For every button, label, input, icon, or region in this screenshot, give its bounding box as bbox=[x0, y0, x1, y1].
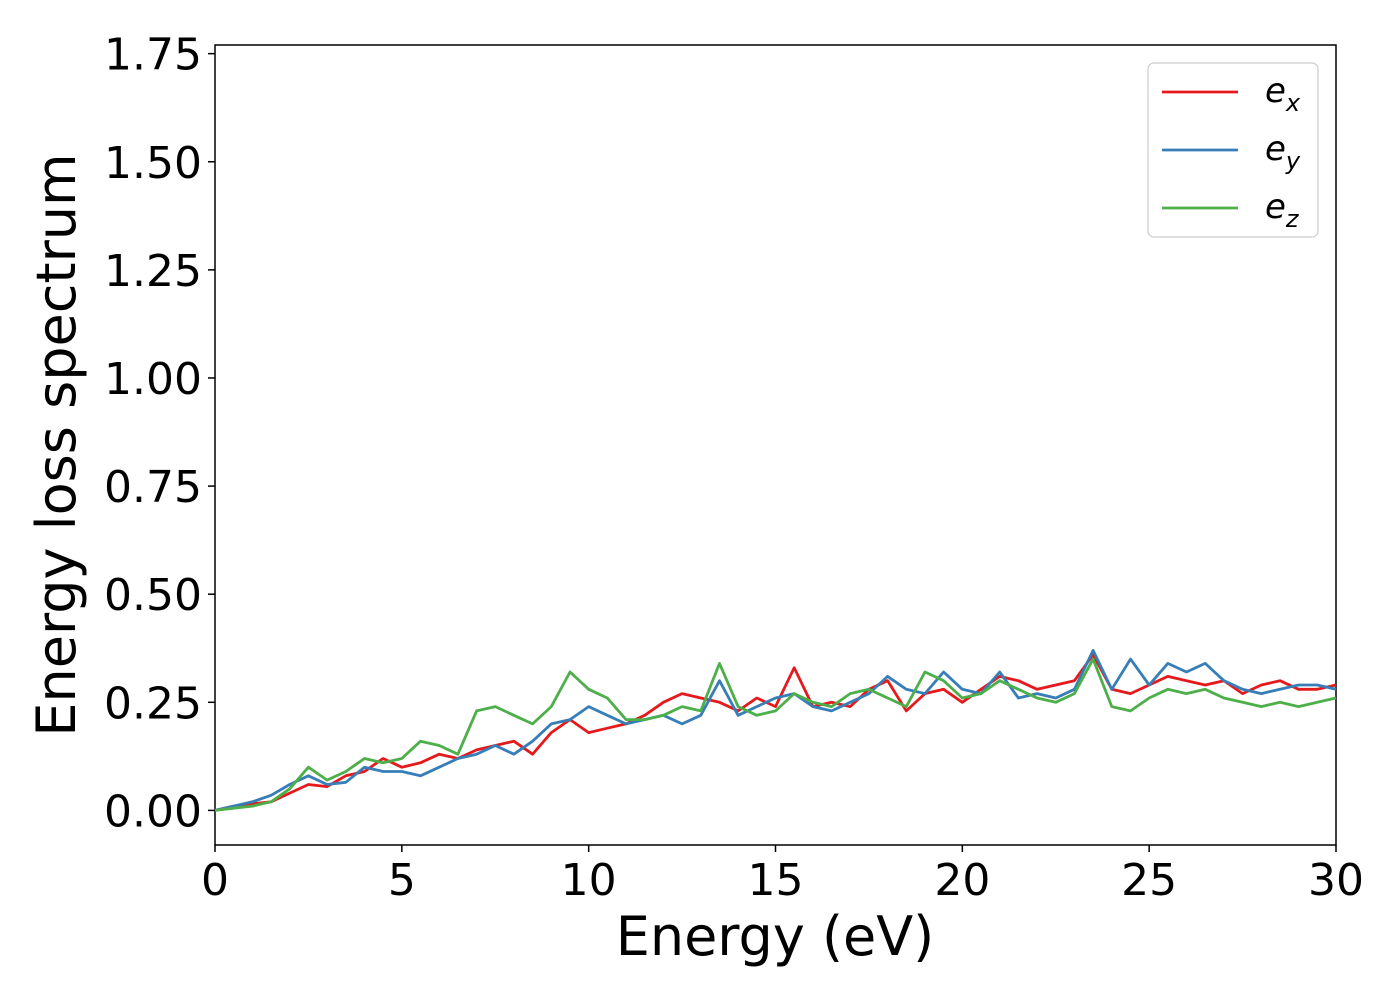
series-lines bbox=[214, 649, 1337, 812]
legend-label-ey: ey bbox=[1265, 129, 1301, 175]
series-line-ey bbox=[214, 649, 1337, 812]
series-line-ez bbox=[214, 657, 1337, 812]
y-tick-label: 0.00 bbox=[104, 786, 202, 837]
y-tick-label: 0.50 bbox=[104, 570, 202, 621]
y-tick-label: 0.75 bbox=[104, 462, 202, 513]
legend-label-ez: ez bbox=[1265, 187, 1300, 233]
y-tick-label: 0.25 bbox=[104, 678, 202, 729]
x-axis-title: Energy (eV) bbox=[616, 905, 935, 968]
y-ticks: 0.00 0.25 0.50 0.75 1.00 1.25 1.50 1.75 bbox=[104, 30, 215, 837]
legend-label-sub: y bbox=[1285, 147, 1301, 175]
legend-label-base: e bbox=[1265, 71, 1286, 111]
x-tick-label: 20 bbox=[934, 855, 990, 906]
x-tick-label: 0 bbox=[201, 855, 229, 906]
x-ticks: 0 5 10 15 20 25 30 bbox=[201, 845, 1364, 906]
x-tick-label: 30 bbox=[1308, 855, 1364, 906]
x-tick-label: 5 bbox=[388, 855, 416, 906]
y-tick-label: 1.50 bbox=[104, 138, 202, 189]
x-tick-label: 25 bbox=[1121, 855, 1177, 906]
y-tick-label: 1.25 bbox=[104, 246, 202, 297]
x-tick-label: 15 bbox=[748, 855, 804, 906]
y-tick-label: 1.00 bbox=[104, 354, 202, 405]
legend-label-sub: x bbox=[1285, 89, 1301, 117]
legend-label-base: e bbox=[1265, 187, 1286, 227]
legend-label-base: e bbox=[1265, 129, 1286, 169]
y-axis-title: Energy loss spectrum bbox=[25, 153, 88, 736]
legend-label-ex: ex bbox=[1265, 71, 1301, 117]
legend-label-sub: z bbox=[1285, 205, 1300, 233]
y-tick-label: 1.75 bbox=[104, 30, 202, 81]
x-tick-label: 10 bbox=[561, 855, 617, 906]
